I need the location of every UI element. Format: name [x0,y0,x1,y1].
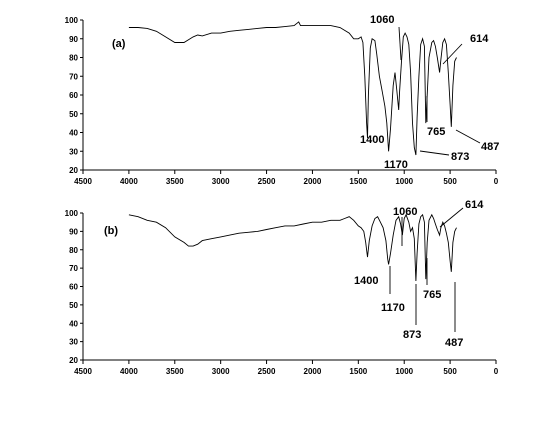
panel-b-peak-1400: 1400 [354,275,378,287]
panel-a-x-tick-label: 2000 [304,177,322,186]
panel-a-y-tick-label: 60 [69,91,78,100]
panel-a-y-tick-label: 20 [69,166,78,175]
panel-a-leader-1060 [398,26,402,61]
panel-b-x-tick-label: 4500 [74,367,92,376]
panel-a-x-tick-label: 3000 [212,177,230,186]
panel-a-x-tick-label: 4500 [74,177,92,186]
panel-b-x-tick-label: 3000 [212,367,230,376]
panel-b-y-tick-label: 30 [69,338,78,347]
panel-a: 4500 4000 3500 3000 2500 2000 1500 1000 500 0 20 3… [65,14,500,186]
panel-a-y-tick-label: 80 [69,54,78,63]
panel-b-peak-487: 487 [445,337,463,349]
panel-b: 4500 4000 3500 3000 2500 2000 1500 1000 500 0 20 3… [65,199,499,376]
panel-a-y-tick-label: 90 [69,35,78,44]
panel-b-y-tick-label: 90 [69,227,78,236]
panel-a-y-tick-label: 30 [69,147,78,156]
panel-b-label: (b) [104,225,118,237]
panel-a-x-tick-label: 0 [494,177,499,186]
panel-b-peak-1060: 1060 [393,206,417,218]
panel-b-y-tick-label: 20 [69,356,78,365]
panel-a-peak-873: 873 [451,151,469,163]
panel-a-x-tick-label: 1500 [349,177,367,186]
panel-a-x-tick-label: 500 [443,177,457,186]
panel-a-leader-614 [442,43,463,65]
panel-b-x-ticks: 4500 4000 3500 3000 2500 2000 1500 1000 500 0 [74,360,499,376]
panel-a-y-ticks: 20 30 40 50 60 70 80 90 100 [65,16,83,175]
panel-a-x-tick-label: 4000 [120,177,138,186]
panel-a-y-tick-label: 50 [69,110,78,119]
panel-b-y-tick-label: 70 [69,264,78,273]
panel-b-peak-873: 873 [403,329,421,341]
panel-a-peak-1170: 1170 [384,159,408,171]
panel-b-y-tick-label: 40 [69,319,78,328]
panel-a-peak-487: 487 [481,141,499,153]
panel-a-peak-765: 765 [427,126,445,138]
panel-b-x-tick-label: 3500 [166,367,184,376]
panel-a-leader-873 [419,150,450,156]
panel-a-leader-487 [455,129,481,144]
panel-a-x-tick-label: 3500 [166,177,184,186]
panel-a-x-tick-label: 2500 [258,177,276,186]
panel-a-y-tick-label: 70 [69,72,78,81]
panel-a-peak-1060: 1060 [370,14,394,26]
panel-b-x-tick-label: 1000 [395,367,413,376]
panel-b-x-tick-label: 4000 [120,367,138,376]
panel-b-y-ticks: 20 30 40 50 60 70 80 90 100 [65,209,83,365]
panel-a-label: (a) [112,38,126,50]
panel-a-y-tick-label: 40 [69,129,78,138]
panel-b-x-tick-label: 500 [443,367,457,376]
panel-b-leader-614 [439,207,464,228]
panel-b-peak-765: 765 [423,289,441,301]
panel-b-x-tick-label: 1500 [349,367,367,376]
panel-b-y-tick-label: 60 [69,283,78,292]
panel-b-x-tick-label: 2500 [258,367,276,376]
panel-a-y-tick-label: 100 [65,16,79,25]
panel-b-y-tick-label: 50 [69,301,78,310]
panel-a-peak-1400: 1400 [360,134,384,146]
panel-b-x-tick-label: 0 [494,367,499,376]
panel-b-spectrum-line [128,213,457,282]
panel-a-x-tick-label: 1000 [395,177,413,186]
panel-a-x-ticks: 4500 4000 3500 3000 2500 2000 1500 1000 500 0 [74,170,499,186]
panel-b-y-tick-label: 80 [69,246,78,255]
panel-a-spectrum-line [128,21,457,156]
panel-b-peak-614: 614 [465,199,484,211]
panel-b-y-tick-label: 100 [65,209,79,218]
panel-b-x-tick-label: 2000 [304,367,322,376]
panel-a-peak-614: 614 [470,33,489,45]
panel-b-peak-1170: 1170 [381,302,405,314]
